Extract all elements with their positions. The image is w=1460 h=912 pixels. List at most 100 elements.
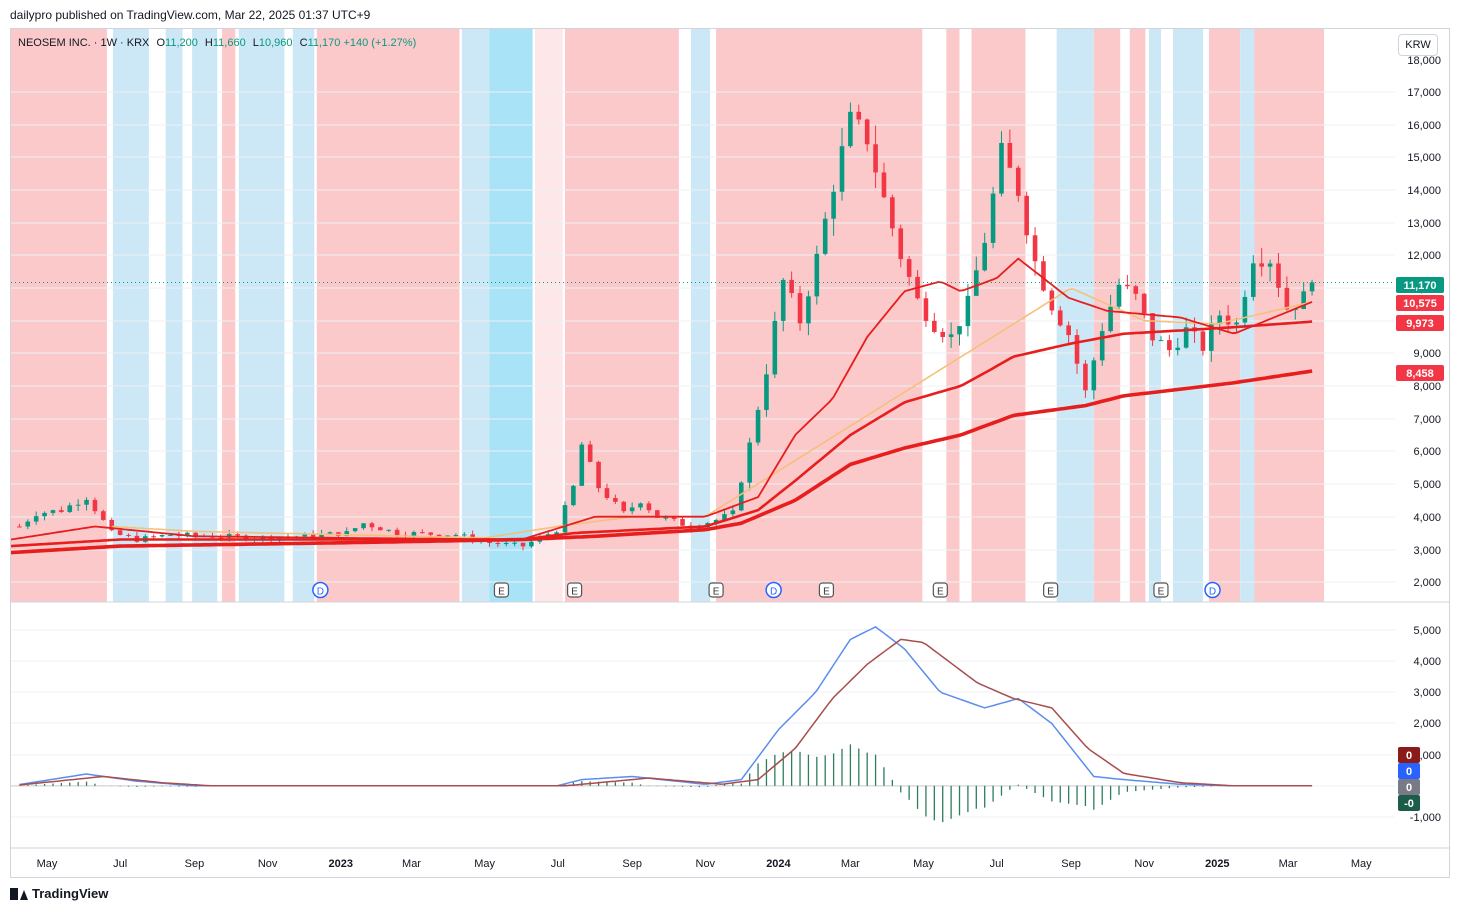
earnings-marker-icon xyxy=(566,582,583,598)
price-label-box xyxy=(1396,315,1444,331)
candle-body xyxy=(302,533,308,537)
candle-body xyxy=(126,534,131,536)
signal-line xyxy=(19,638,1313,787)
price-label-text: 11,170 xyxy=(1403,280,1436,292)
earnings-marker: E xyxy=(1043,582,1059,598)
candle-body xyxy=(906,259,912,277)
candle-body xyxy=(1167,340,1172,351)
low-label: L xyxy=(252,37,259,49)
candle-body xyxy=(780,279,786,321)
candle-body xyxy=(327,532,333,534)
candle-body xyxy=(923,298,929,321)
price-axis-tick: 8,000 xyxy=(1413,381,1441,393)
event-marker-label: E xyxy=(571,587,578,598)
candle-body xyxy=(738,482,744,511)
candle-body xyxy=(109,519,115,531)
candle-body xyxy=(613,497,618,502)
candle-body xyxy=(579,444,585,486)
symbol-name[interactable]: NEOSEM INC. · 1W · KRX xyxy=(18,37,150,49)
price-axis-tick: 15,000 xyxy=(1407,152,1441,164)
tradingview-footer[interactable]: TradingView xyxy=(10,886,108,901)
candle-body xyxy=(873,144,878,173)
candle-body xyxy=(1074,335,1080,364)
price-axis-label: 11,170 xyxy=(1396,277,1444,293)
time-axis-tick: Nov xyxy=(1134,858,1154,870)
candle-body xyxy=(101,511,106,520)
macd-value-label: -0 xyxy=(1398,795,1420,811)
moving-average-line xyxy=(10,257,1313,541)
high-label: H xyxy=(204,37,213,49)
tradingview-brand: TradingView xyxy=(32,886,109,901)
candle-body xyxy=(604,488,610,498)
candle-body xyxy=(310,533,316,538)
candle-body xyxy=(1116,284,1122,307)
time-axis-tick: 2025 xyxy=(1205,858,1229,870)
candle-body xyxy=(344,531,350,536)
highlight-band xyxy=(690,29,711,602)
earnings-marker-icon xyxy=(932,582,948,598)
candle-body xyxy=(1242,296,1248,323)
macd-value-box xyxy=(1398,763,1420,779)
candle-body xyxy=(596,461,601,489)
event-marker-label: E xyxy=(937,587,944,598)
candle-body xyxy=(747,442,752,483)
candle-body xyxy=(1250,263,1256,297)
dividend-marker-icon xyxy=(312,581,329,599)
price-axis-tick: 18,000 xyxy=(1407,55,1441,67)
candle-body xyxy=(713,519,719,524)
dividend-marker: D xyxy=(312,581,329,599)
candle-body xyxy=(671,517,677,520)
low-value: 10,960 xyxy=(258,37,293,49)
macd-value-box xyxy=(1398,747,1420,763)
macd-value-label: 0 xyxy=(1398,763,1420,779)
close-value: 11,170 xyxy=(307,37,341,49)
chart-frame xyxy=(10,28,1450,878)
earnings-marker: E xyxy=(1153,582,1169,598)
macd-axis-tick: 5,000 xyxy=(1413,625,1441,637)
candle-body xyxy=(1234,322,1239,325)
price-axis-tick: 2,000 xyxy=(1413,577,1441,589)
earnings-marker-icon xyxy=(1043,582,1059,598)
candle-body xyxy=(1032,235,1038,262)
macd-axis-tick: 3,000 xyxy=(1413,687,1441,699)
earnings-marker-icon xyxy=(818,582,835,598)
candle-body xyxy=(193,532,198,536)
currency-button[interactable]: KRW xyxy=(1398,34,1438,56)
price-label-box xyxy=(1396,365,1444,381)
candle-body xyxy=(235,534,240,536)
macd-value-text: 0 xyxy=(1406,750,1412,762)
price-axis-tick: 7,000 xyxy=(1413,414,1441,426)
time-axis-tick: Sep xyxy=(185,858,205,870)
price-label-text: 8,458 xyxy=(1406,368,1434,380)
candle-body xyxy=(1284,287,1290,310)
price-axis-label: 9,973 xyxy=(1396,315,1444,331)
candle-body xyxy=(50,510,56,513)
published-caption: dailypro published on TradingView.com, M… xyxy=(10,8,371,22)
time-axis-tick: Mar xyxy=(841,858,860,870)
candle-body xyxy=(1150,313,1155,341)
dividend-marker-icon xyxy=(765,581,782,599)
candle-body xyxy=(1158,340,1164,342)
time-axis-tick: Sep xyxy=(622,858,642,870)
candle-body xyxy=(369,523,375,528)
dividend-marker: D xyxy=(765,581,782,599)
candle-body xyxy=(361,523,366,529)
highlight-band xyxy=(222,29,236,602)
candle-body xyxy=(1309,282,1315,292)
candle-body xyxy=(84,499,89,505)
candle-body xyxy=(436,534,442,537)
candle-body xyxy=(789,279,794,294)
earnings-marker-icon xyxy=(1153,582,1169,598)
time-axis-tick: 2024 xyxy=(766,858,791,870)
candle-body xyxy=(1057,310,1063,326)
price-axis-label: 8,458 xyxy=(1396,365,1444,381)
candle-body xyxy=(831,191,836,219)
earnings-marker: E xyxy=(932,582,948,598)
macd-axis-tick: 1,000 xyxy=(1413,750,1441,762)
candle-body xyxy=(1015,167,1021,196)
candle-body xyxy=(75,504,81,506)
highlight-band xyxy=(292,29,315,602)
price-axis-tick: 12,000 xyxy=(1407,250,1441,262)
price-axis-tick: 6,000 xyxy=(1413,446,1441,458)
